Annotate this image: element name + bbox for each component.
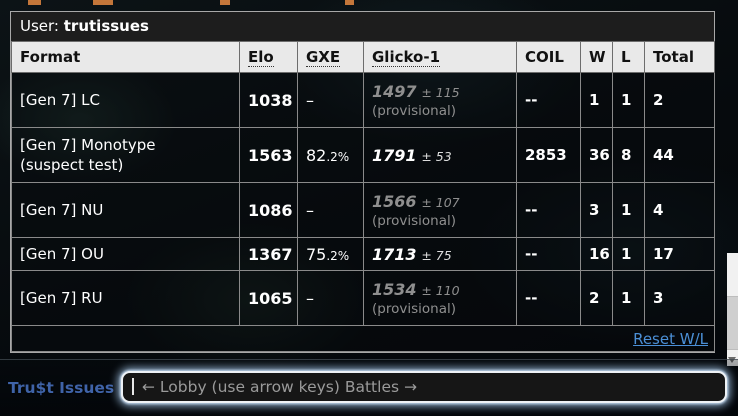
- ladder-rating-panel: User: trutissues Format Elo GXE Glicko-1…: [10, 11, 715, 353]
- total-cell: 2: [644, 72, 715, 128]
- table-row: [Gen 7] RU 1065 – 1534 ± 110 (provisional…: [11, 270, 715, 326]
- user-header: User: trutissues: [11, 12, 714, 41]
- wins-cell: 2: [580, 270, 613, 326]
- chat-bar: Tru$t Issues ← Lobby (use arrow keys) Ba…: [0, 359, 738, 416]
- total-cell: 17: [644, 237, 715, 271]
- coil-cell: --: [516, 72, 581, 128]
- col-header-gxe: GXE: [297, 41, 364, 73]
- coil-cell: --: [516, 270, 581, 326]
- clipped-chat-text-fragment: [93, 0, 113, 5]
- gxe-cell: –: [297, 72, 364, 128]
- provisional-label: (provisional): [372, 212, 456, 229]
- col-header-total: Total: [644, 41, 715, 73]
- col-header-elo: Elo: [239, 41, 298, 73]
- gxe-cell: 75.2%: [297, 237, 364, 271]
- col-header-coil: COIL: [516, 41, 581, 73]
- format-cell: [Gen 7] RU: [11, 270, 240, 326]
- glicko-cell: 1566 ± 107 (provisional): [363, 182, 517, 238]
- format-cell: [Gen 7] OU: [11, 237, 240, 271]
- glicko-cell: 1791 ± 53: [363, 127, 517, 183]
- gxe-cell: –: [297, 182, 364, 238]
- username: trutissues: [63, 17, 149, 35]
- clipped-chat-text-fragment: [345, 0, 354, 5]
- ladder-table: Format Elo GXE Glicko-1 COIL W L Total […: [11, 41, 715, 352]
- chat-username-button[interactable]: Tru$t Issues: [8, 379, 115, 397]
- provisional-label: (provisional): [372, 102, 456, 119]
- losses-cell: 1: [612, 72, 645, 128]
- reset-wl-link[interactable]: Reset W/L: [633, 329, 708, 348]
- col-header-glicko: Glicko-1: [363, 41, 517, 73]
- elo-cell: 1563: [239, 127, 298, 183]
- wins-cell: 1: [580, 72, 613, 128]
- elo-cell: 1065: [239, 270, 298, 326]
- col-header-format: Format: [11, 41, 240, 73]
- coil-cell: --: [516, 237, 581, 271]
- total-cell: 3: [644, 270, 715, 326]
- glicko-cell: 1713 ± 75: [363, 237, 517, 271]
- scrollbar-track[interactable]: [727, 253, 738, 366]
- total-cell: 4: [644, 182, 715, 238]
- chat-input[interactable]: ← Lobby (use arrow keys) Battles →: [121, 371, 727, 403]
- reset-row: Reset W/L: [11, 325, 715, 352]
- gxe-cell: –: [297, 270, 364, 326]
- format-cell: [Gen 7] NU: [11, 182, 240, 238]
- losses-cell: 1: [612, 182, 645, 238]
- coil-cell: --: [516, 182, 581, 238]
- elo-cell: 1086: [239, 182, 298, 238]
- table-row: [Gen 7] Monotype (suspect test) 1563 82.2…: [11, 127, 715, 183]
- elo-cell: 1367: [239, 237, 298, 271]
- losses-cell: 1: [612, 237, 645, 271]
- total-cell: 44: [644, 127, 715, 183]
- losses-cell: 1: [612, 270, 645, 326]
- table-row: [Gen 7] LC 1038 – 1497 ± 115 (provisional…: [11, 72, 715, 128]
- table-row: [Gen 7] OU 1367 75.2% 1713 ± 75 -- 16 1 …: [11, 237, 715, 271]
- col-header-w: W: [580, 41, 613, 73]
- glicko-cell: 1534 ± 110 (provisional): [363, 270, 517, 326]
- table-row: [Gen 7] NU 1086 – 1566 ± 107 (provisional…: [11, 182, 715, 238]
- room-nav-hint: ← Lobby (use arrow keys) Battles →: [142, 378, 417, 396]
- clipped-chat-text-fragment: [28, 0, 41, 5]
- wins-cell: 3: [580, 182, 613, 238]
- col-header-l: L: [612, 41, 645, 73]
- format-cell: [Gen 7] LC: [11, 72, 240, 128]
- user-label: User:: [20, 17, 59, 35]
- losses-cell: 8: [612, 127, 645, 183]
- format-cell: [Gen 7] Monotype (suspect test): [11, 127, 240, 183]
- text-cursor: [132, 378, 134, 395]
- scrollbar-thumb[interactable]: [727, 296, 738, 350]
- provisional-label: (provisional): [372, 300, 456, 317]
- reset-cell: Reset W/L: [11, 325, 715, 352]
- glicko-cell: 1497 ± 115 (provisional): [363, 72, 517, 128]
- wins-cell: 36: [580, 127, 613, 183]
- table-header-row: Format Elo GXE Glicko-1 COIL W L Total: [11, 41, 715, 73]
- elo-cell: 1038: [239, 72, 298, 128]
- clipped-chat-text-fragment: [220, 0, 230, 5]
- coil-cell: 2853: [516, 127, 581, 183]
- gxe-cell: 82.2%: [297, 127, 364, 183]
- wins-cell: 16: [580, 237, 613, 271]
